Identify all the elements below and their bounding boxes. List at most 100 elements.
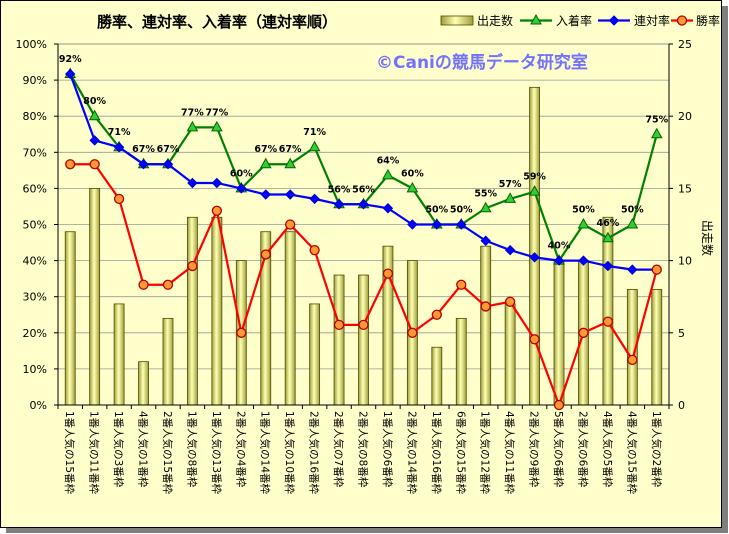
place-rate-point [406, 181, 419, 193]
place-rate-data-label: 77% [181, 107, 204, 118]
y2-axis-tick-label: 15 [678, 182, 692, 195]
win-rate-point [65, 159, 76, 170]
y-axis-tick-label: 30% [23, 291, 47, 304]
starts-bar [480, 245, 492, 406]
win-rate-point [602, 316, 614, 327]
legend-label-quinella-rate: 連対率 [634, 13, 670, 28]
y2-axis-title: 出走数 [700, 220, 715, 256]
quinella-rate-point [382, 203, 394, 214]
quinella-rate-point [627, 264, 638, 275]
quinella-rate-point [284, 189, 296, 200]
place-rate-point [211, 120, 223, 132]
place-rate-data-label: 67% [279, 144, 302, 155]
starts-bar [504, 303, 516, 406]
place-rate-data-label: 50% [621, 205, 644, 216]
x-axis-category-label: 2番人気の8番枠 [357, 411, 370, 488]
win-rate-point [407, 327, 418, 338]
x-axis-category-label: 1番人気の8番枠 [185, 411, 198, 488]
win-rate-point [333, 319, 345, 331]
place-rate-data-label: 56% [352, 184, 375, 195]
x-axis-category-label: 2番人気の14番枠 [405, 411, 418, 495]
x-axis-category-label: 1番人気の11番枠 [88, 411, 101, 495]
place-rate-data-label: 55% [474, 188, 497, 199]
place-rate-point [626, 217, 639, 229]
starts-bar [651, 289, 663, 406]
y-axis-tick-label: 100% [16, 38, 47, 51]
quinella-rate-point [456, 219, 467, 230]
starts-bar [138, 361, 149, 406]
x-axis-category-label: 1番人気の14番枠 [259, 411, 272, 495]
x-axis-category-label: 2番人気の16番枠 [308, 411, 321, 495]
x-axis-category-label: 2番人気の9番枠 [528, 411, 541, 488]
y2-axis-tick-label: 0 [678, 399, 685, 412]
y-axis-tick-label: 50% [23, 219, 47, 232]
starts-bar [113, 303, 125, 406]
starts-bar [431, 346, 443, 406]
y-axis-tick-label: 60% [23, 182, 47, 195]
x-axis-category-label: 4番人気の15番枠 [625, 411, 638, 495]
place-rate-data-label: 50% [572, 205, 595, 216]
place-rate-point [308, 140, 321, 152]
legend-marker-circle-icon [676, 15, 688, 26]
win-rate-point [260, 249, 271, 260]
place-rate-data-label: 75% [645, 114, 668, 125]
starts-bar [553, 260, 565, 406]
quinella-rate-point [260, 189, 271, 200]
starts-bar [162, 317, 174, 406]
y-axis-tick-label: 70% [23, 146, 47, 159]
x-axis-category-label: 2番人気の4番枠 [234, 411, 247, 488]
starts-bar [89, 187, 101, 406]
quinella-rate-point [162, 159, 174, 170]
x-axis-category-label: 1番人気の2番枠 [650, 411, 663, 488]
quinella-rate-point [187, 177, 198, 189]
place-rate-point [284, 157, 297, 169]
starts-bar [602, 216, 614, 406]
quinella-rate-point [529, 252, 540, 263]
starts-bar [333, 274, 345, 406]
y-axis-tick-label: 80% [23, 110, 47, 123]
y2-axis-tick-label: 5 [678, 327, 685, 340]
chart-title: 勝率、連対率、入着率（連対率順） [97, 13, 337, 31]
win-rate-point [651, 264, 662, 275]
starts-bar [187, 216, 198, 406]
starts-bar [211, 216, 223, 406]
win-rate-point [480, 301, 491, 312]
y-axis-tick-label: 40% [23, 255, 47, 268]
win-rate-point [89, 159, 100, 170]
x-axis-category-label: 1番人気の16番枠 [430, 411, 443, 495]
x-axis-category-label: 1番人気の10番枠 [283, 411, 296, 495]
place-rate-data-label: 50% [450, 205, 473, 216]
place-rate-data-label: 56% [328, 184, 351, 195]
place-rate-data-label: 46% [597, 218, 620, 229]
quinella-rate-point [138, 159, 149, 170]
quinella-rate-point [358, 199, 369, 210]
win-rate-point [627, 354, 638, 366]
starts-bar [358, 274, 369, 406]
quinella-rate-point [480, 235, 491, 246]
place-rate-data-label: 57% [499, 179, 522, 190]
y-axis-tick-label: 20% [23, 327, 47, 340]
place-rate-data-label: 40% [548, 241, 571, 252]
x-axis-category-label: 5番人気の6番枠 [552, 411, 565, 488]
quinella-rate-point [602, 260, 614, 272]
place-rate-point [186, 120, 199, 132]
win-rate-point [211, 205, 223, 216]
quinella-rate-point [504, 244, 516, 256]
win-rate-point [358, 319, 369, 331]
place-rate-data-label: 77% [205, 107, 228, 118]
place-rate-point [528, 185, 541, 196]
legend-marker-triangle-icon [530, 13, 542, 25]
place-rate-data-label: 80% [83, 96, 106, 107]
place-rate-data-label: 59% [523, 172, 546, 183]
starts-bar [309, 303, 321, 406]
place-rate-point [88, 109, 101, 121]
win-rate-point [456, 279, 467, 290]
quinella-rate-point [333, 199, 345, 210]
y-axis-tick-label: 90% [23, 74, 47, 87]
x-axis-category-label: 4番人気の11番枠 [503, 411, 516, 495]
place-rate-data-label: 71% [108, 127, 131, 138]
quinella-rate-point [407, 219, 418, 230]
place-rate-data-label: 67% [157, 144, 180, 155]
y2-axis-tick-label: 20 [678, 110, 692, 123]
x-axis-category-label: 2番人気の7番枠 [332, 411, 345, 488]
